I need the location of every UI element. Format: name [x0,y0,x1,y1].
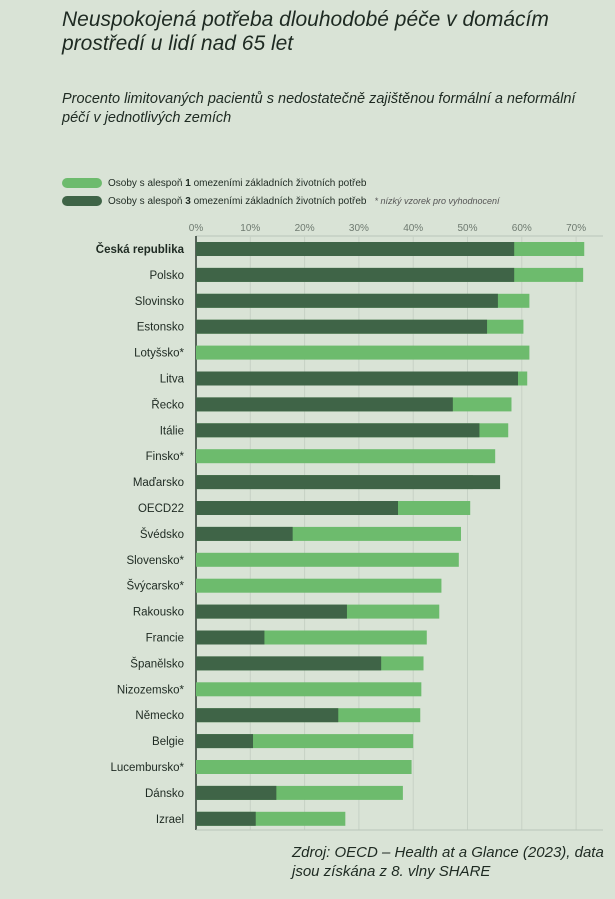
category-label: Maďarsko [133,477,184,489]
bar-3-limits [196,526,293,541]
bar-1-limit [196,449,496,464]
category-label: Německo [135,710,184,722]
category-label: Lucembursko* [110,762,184,774]
category-label: Dánsko [145,788,184,800]
bar-3-limits [196,397,453,412]
bar-1-limit [196,345,530,360]
chart-subtitle: Procento limitovaných pacientů s nedosta… [62,91,576,126]
bar-3-limits [196,604,347,619]
tick-label: 60% [512,223,532,234]
category-labels: Česká republika Polsko Slovinsko Estonsko Lo… [96,243,185,826]
bar-1-limit [196,682,422,697]
category-label: Francie [146,633,184,645]
category-label: Litva [160,374,185,386]
category-label: Polsko [149,270,184,282]
bar-3-limits [196,734,254,749]
bars [196,242,585,826]
category-label: Švédsko [140,528,184,541]
category-label: Řecko [151,398,184,411]
category-label: Slovinsko [135,296,184,308]
bar-3-limits [196,475,501,490]
chart-title: Neuspokojená potřeba dlouhodobé péče v d… [62,8,549,55]
category-label: Slovensko* [126,555,184,567]
bar-1-limit [196,760,412,774]
legend-swatch-dark [62,196,102,206]
bar-3-limits [196,501,398,515]
category-label: Lotyšsko* [134,348,184,360]
tick-label: 20% [295,223,315,234]
category-label: Izrael [156,814,184,826]
category-label: Španělsko [130,657,184,670]
legend-note: * nízký vzorek pro vyhodnocení [374,196,500,206]
category-label: Itálie [160,425,184,437]
category-label: Česká republika [96,243,185,256]
category-label: Belgie [152,736,184,748]
category-label: Nizozemsko* [117,684,185,696]
legend-swatch-light [62,178,102,188]
source-note: Zdroj: OECD – Health at a Glance (2023),… [292,844,604,880]
legend: Osoby s alespoň 1 omezeními základních ž… [62,174,500,210]
legend-label-3: Osoby s alespoň 3 omezeními základních ž… [108,195,367,207]
tick-label: 50% [457,223,477,234]
category-label: OECD22 [138,503,184,515]
bar-1-limit [196,552,459,567]
tick-label: 30% [349,223,369,234]
bar-3-limits [196,811,256,826]
legend-item-1: Osoby s alespoň 1 omezeními základních ž… [62,174,500,192]
bar-3-limits [196,708,339,723]
axis-ticks: 0% 10% 20% 30% 40% 50% 60% 70% [189,223,586,234]
legend-item-3: Osoby s alespoň 3 omezeními základních ž… [62,192,500,210]
category-label: Švýcarsko* [126,580,184,593]
category-label: Rakousko [133,607,184,619]
tick-label: 10% [240,223,260,234]
bar-3-limits [196,656,382,671]
bar-1-limit [196,578,442,593]
bar-3-limits [196,242,515,256]
bar-3-limits [196,785,277,800]
tick-label: 40% [403,223,423,234]
legend-label-1: Osoby s alespoň 1 omezeními základních ž… [108,177,367,189]
category-label: Estonsko [137,322,184,334]
bar-3-limits [196,293,498,308]
bar-3-limits [196,267,515,282]
category-label: Finsko* [146,451,185,463]
bar-3-limits [196,319,488,334]
bar-3-limits [196,423,480,438]
bar-3-limits [196,630,265,645]
bar-3-limits [196,371,518,386]
tick-label: 70% [566,223,586,234]
tick-label: 0% [189,223,204,234]
